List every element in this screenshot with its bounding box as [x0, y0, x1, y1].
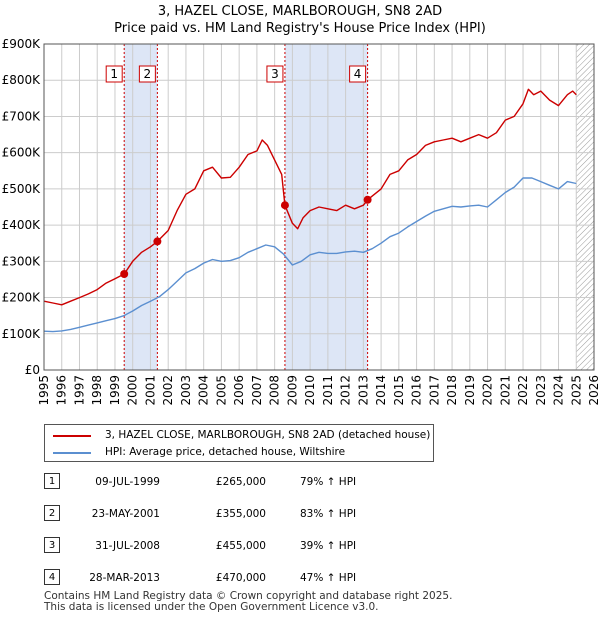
x-tick-label: 2014	[374, 375, 388, 406]
x-tick-label: 2001	[143, 375, 157, 406]
sale-hpi-change: 39% ↑ HPI	[300, 540, 357, 552]
legend-swatch-property	[53, 435, 91, 437]
x-tick-label: 2021	[498, 375, 512, 406]
plot-frame	[43, 43, 595, 371]
y-tick-label: £700K	[2, 109, 42, 123]
x-tick-label: 1996	[55, 375, 69, 406]
x-tick-label: 2022	[516, 375, 530, 406]
sale-price: £470,000	[215, 572, 266, 584]
x-tick-label: 2017	[427, 375, 441, 406]
x-tick-label: 2012	[339, 375, 353, 406]
legend-swatch-hpi	[53, 452, 91, 454]
chart-title: 3, HAZEL CLOSE, MARLBOROUGH, SN8 2AD	[157, 4, 443, 19]
sale-price: £265,000	[215, 476, 266, 488]
x-tick-label: 2023	[534, 375, 548, 406]
sale-date: 28-MAR-2013	[89, 572, 160, 584]
sale-number-badge: 2	[44, 505, 60, 521]
y-tick-label: £800K	[2, 73, 42, 87]
x-tick-label: 2026	[587, 375, 600, 406]
legend-label-hpi: HPI: Average price, detached house, Wilt…	[105, 446, 346, 458]
x-tick-label: 2004	[197, 375, 211, 406]
ownership-shade	[124, 44, 158, 370]
sale-date: 31-JUL-2008	[95, 540, 160, 552]
sale-marker-box	[349, 65, 367, 83]
x-tick-label: 2005	[214, 375, 228, 406]
legend-label-property: 3, HAZEL CLOSE, MARLBOROUGH, SN8 2AD (de…	[105, 429, 431, 441]
legend: 3, HAZEL CLOSE, MARLBOROUGH, SN8 2AD (de…	[44, 424, 434, 462]
ownership-shade	[284, 44, 368, 370]
x-tick-label: 2024	[552, 375, 566, 406]
x-tick-label: 2015	[392, 375, 406, 406]
table-row: 4 28-MAR-2013 £470,000 47% ↑ HPI	[0, 568, 600, 588]
x-tick-label: 2000	[126, 375, 140, 406]
sale-marker-box	[266, 65, 284, 83]
y-tick-label: £100K	[2, 327, 42, 341]
chart-subtitle: Price paid vs. HM Land Registry's House …	[114, 21, 486, 36]
x-tick-label: 2016	[410, 375, 424, 406]
footer-license: This data is licensed under the Open Gov…	[44, 601, 379, 613]
sale-number-badge: 3	[44, 537, 60, 553]
sale-marker-label: 4	[354, 67, 362, 81]
y-tick-label: £0	[25, 363, 40, 377]
sale-marker-box	[105, 65, 123, 83]
sale-number-badge: 1	[44, 473, 60, 489]
y-tick-label: £400K	[2, 218, 42, 232]
y-tick-label: £600K	[2, 146, 42, 160]
x-tick-label: 2002	[161, 375, 175, 406]
y-tick-label: £900K	[2, 37, 42, 51]
hpi-line	[43, 177, 577, 333]
x-tick-label: 2007	[250, 375, 264, 406]
property-price-line	[43, 88, 577, 306]
sale-date: 09-JUL-1999	[95, 476, 160, 488]
sale-point	[120, 270, 129, 279]
sale-marker-label: 3	[271, 67, 279, 81]
sale-hpi-change: 47% ↑ HPI	[300, 572, 357, 584]
x-tick-label: 2011	[321, 375, 335, 406]
table-row: 3 31-JUL-2008 £455,000 39% ↑ HPI	[0, 536, 600, 556]
sale-price: £355,000	[215, 508, 266, 520]
table-row: 1 09-JUL-1999 £265,000 79% ↑ HPI	[0, 472, 600, 492]
y-tick-label: £500K	[2, 182, 42, 196]
y-tick-label: £200K	[2, 291, 42, 305]
x-tick-label: 1995	[37, 375, 51, 406]
sale-marker-label: 2	[144, 67, 152, 81]
y-tick-label: £300K	[2, 254, 42, 268]
x-tick-label: 2008	[268, 375, 282, 406]
sale-point	[280, 201, 289, 210]
sale-hpi-change: 83% ↑ HPI	[300, 508, 357, 520]
sale-marker-label: 1	[110, 67, 118, 81]
x-tick-label: 2019	[463, 375, 477, 406]
sale-date: 23-MAY-2001	[91, 508, 160, 520]
x-tick-label: 1997	[72, 375, 86, 406]
x-tick-label: 2010	[303, 375, 317, 406]
x-tick-label: 1999	[108, 375, 122, 406]
footer-copyright: Contains HM Land Registry data © Crown c…	[44, 590, 453, 602]
x-tick-label: 2013	[356, 375, 370, 406]
x-tick-label: 2009	[285, 375, 299, 406]
x-tick-label: 2003	[179, 375, 193, 406]
sale-number-badge: 4	[44, 569, 60, 585]
sale-marker-box	[138, 65, 156, 83]
price-chart: 1 2 3 4 £0 £100K £200K £300K £400K £500K £600K £700…	[2, 37, 600, 406]
x-tick-label: 2020	[481, 375, 495, 406]
forecast-hatch	[576, 44, 594, 370]
table-row: 2 23-MAY-2001 £355,000 83% ↑ HPI	[0, 504, 600, 524]
sale-price: £455,000	[215, 540, 266, 552]
sale-point	[363, 195, 372, 204]
sale-hpi-change: 79% ↑ HPI	[300, 476, 357, 488]
sale-point	[153, 237, 162, 246]
x-tick-label: 2006	[232, 375, 246, 406]
x-tick-label: 2025	[569, 375, 583, 406]
x-tick-label: 2018	[445, 375, 459, 406]
x-tick-label: 1998	[90, 375, 104, 406]
